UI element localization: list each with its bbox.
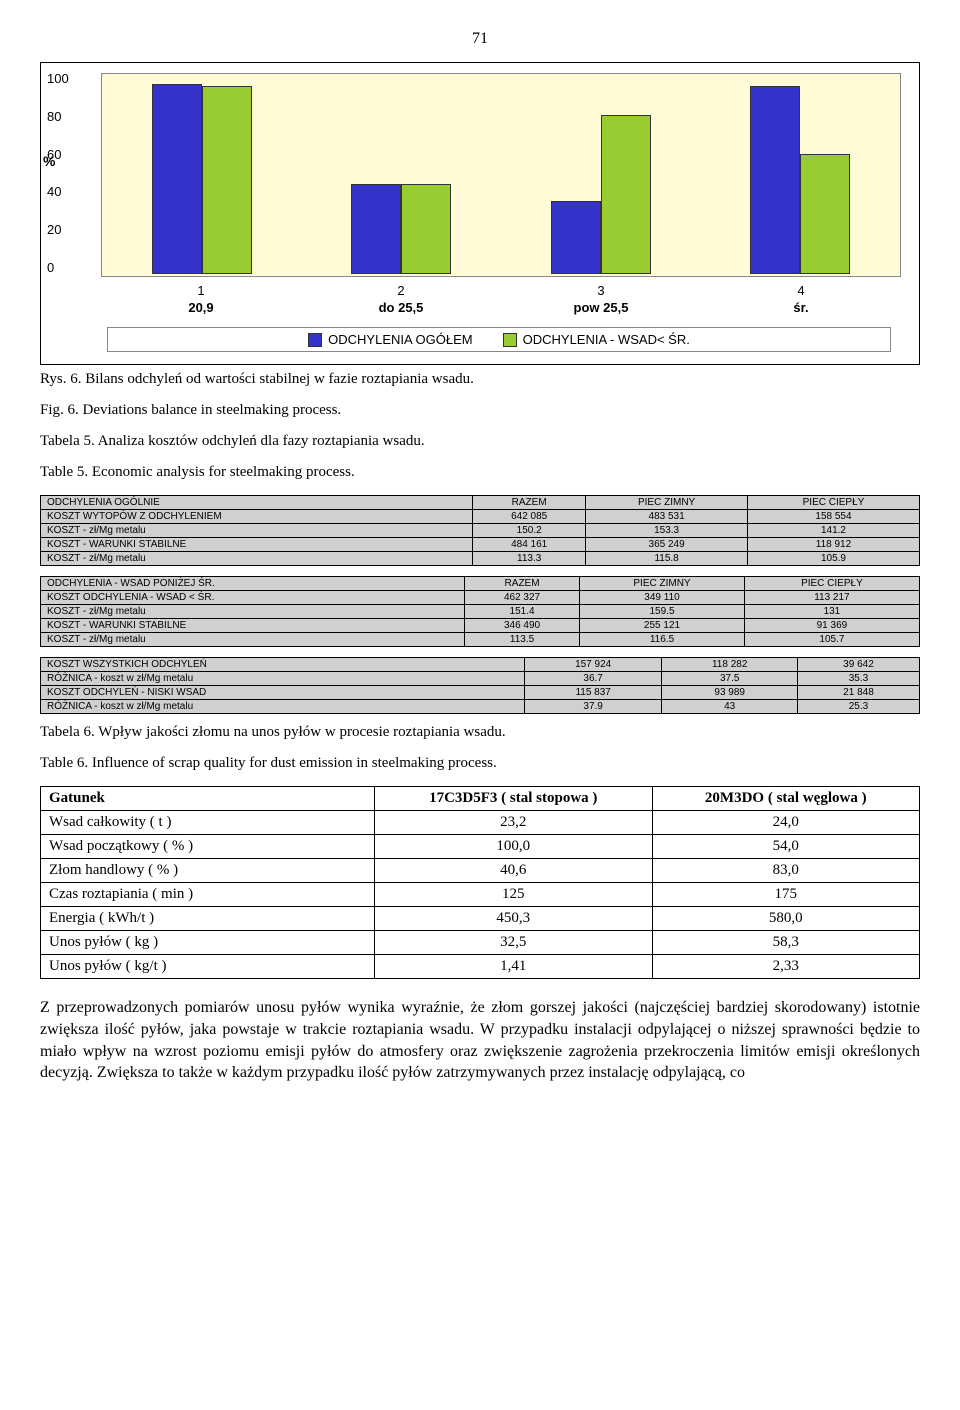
y-axis-ticks: 100 80 60 40 20 0	[47, 71, 69, 275]
table-5b: ODCHYLENIA - WSAD PONIŻEJ ŚR.RAZEMPIEC Z…	[40, 576, 920, 647]
y-tick: 40	[47, 184, 69, 199]
table-5c: KOSZT WSZYSTKICH ODCHYLEŃ157 924118 2823…	[40, 657, 920, 714]
y-tick: 80	[47, 109, 69, 124]
body-paragraph: Z przeprowadzonych pomiarów unosu pyłów …	[40, 997, 920, 1083]
chart-legend: ODCHYLENIA OGÓŁEM ODCHYLENIA - WSAD< ŚR.	[107, 327, 891, 353]
legend-b: ODCHYLENIA - WSAD< ŚR.	[523, 332, 690, 347]
bar-chart: % 100 80 60 40 20 0 120,92do 25,53pow 25…	[40, 62, 920, 365]
table-5a: ODCHYLENIA OGÓLNIERAZEMPIEC ZIMNYPIEC CI…	[40, 495, 920, 566]
y-tick: 60	[47, 147, 69, 162]
legend-a: ODCHYLENIA OGÓŁEM	[328, 332, 472, 347]
y-tick: 100	[47, 71, 69, 86]
table6-caption-en: Table 6. Influence of scrap quality for …	[40, 755, 920, 772]
table6-caption-pl: Tabela 6. Wpływ jakości złomu na unos py…	[40, 724, 920, 741]
table5-caption-en: Table 5. Economic analysis for steelmaki…	[40, 464, 920, 481]
y-tick: 20	[47, 222, 69, 237]
page-number: 71	[40, 30, 920, 48]
figure-caption-en: Fig. 6. Deviations balance in steelmakin…	[40, 402, 920, 419]
y-tick: 0	[47, 260, 69, 275]
table-6: Gatunek17C3D5F3 ( stal stopowa )20M3DO (…	[40, 786, 920, 979]
figure-caption-pl: Rys. 6. Bilans odchyleń od wartości stab…	[40, 371, 920, 388]
table5-caption-pl: Tabela 5. Analiza kosztów odchyleń dla f…	[40, 433, 920, 450]
